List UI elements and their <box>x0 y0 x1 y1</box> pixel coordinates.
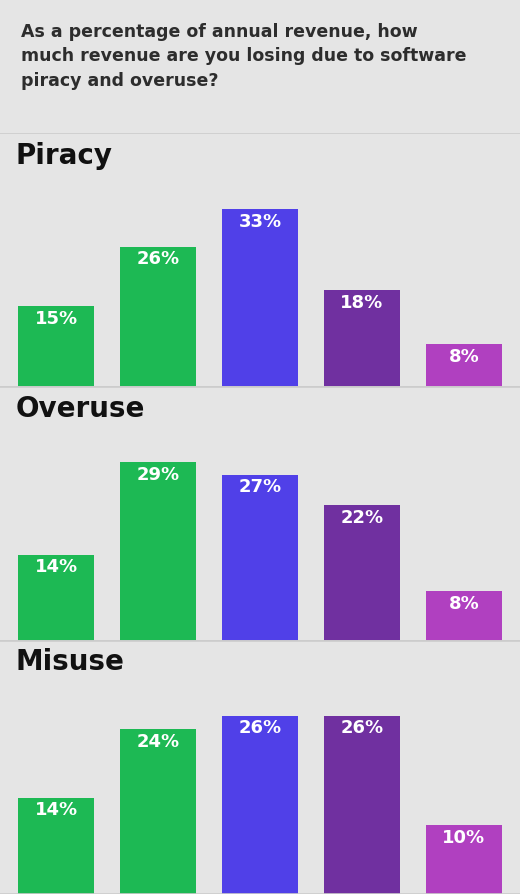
Text: 27%: 27% <box>239 478 281 496</box>
Text: As a percentage of annual revenue, how
much revenue are you losing due to softwa: As a percentage of annual revenue, how m… <box>21 23 466 89</box>
Bar <box>120 730 196 894</box>
Bar <box>324 290 400 387</box>
Text: 18%: 18% <box>340 293 384 312</box>
Text: 26%: 26% <box>341 719 384 738</box>
Bar <box>120 247 196 387</box>
Text: Misuse: Misuse <box>16 648 124 676</box>
Bar <box>222 209 298 387</box>
Bar <box>426 592 502 641</box>
Bar <box>18 554 94 641</box>
Text: 33%: 33% <box>239 213 281 231</box>
Bar <box>324 505 400 641</box>
Text: 8%: 8% <box>449 595 479 613</box>
Bar <box>222 475 298 641</box>
Bar <box>18 798 94 894</box>
Text: Piracy: Piracy <box>16 142 113 170</box>
Text: 26%: 26% <box>239 719 281 738</box>
Text: 14%: 14% <box>34 801 77 820</box>
Bar <box>426 344 502 387</box>
Text: 14%: 14% <box>34 558 77 576</box>
Bar <box>324 715 400 894</box>
Text: 29%: 29% <box>136 466 179 484</box>
Bar <box>426 825 502 894</box>
Bar <box>120 462 196 641</box>
Text: 22%: 22% <box>341 509 384 527</box>
Text: 15%: 15% <box>34 310 77 328</box>
Text: Overuse: Overuse <box>16 395 145 423</box>
Text: 24%: 24% <box>136 733 179 751</box>
Bar <box>18 307 94 387</box>
Text: 10%: 10% <box>443 829 486 847</box>
Text: 8%: 8% <box>449 348 479 366</box>
Text: 26%: 26% <box>136 250 179 268</box>
Bar <box>222 715 298 894</box>
